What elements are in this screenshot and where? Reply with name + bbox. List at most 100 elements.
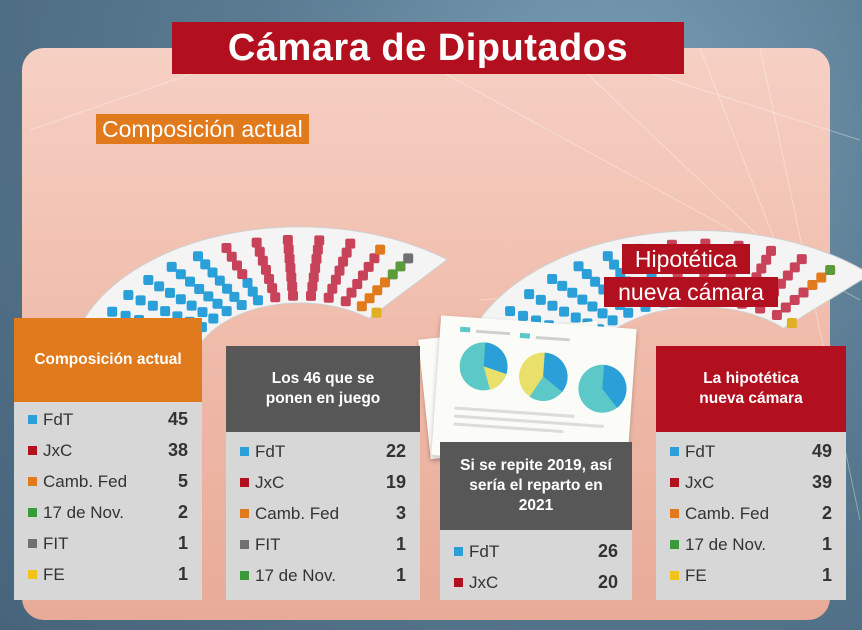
legend-swatch	[240, 571, 249, 580]
legend-swatch	[28, 570, 37, 579]
seat-count: 5	[177, 471, 188, 491]
current-chamber-seat	[341, 247, 352, 258]
seat-count: 1	[821, 534, 832, 554]
legend-swatch	[670, 571, 679, 580]
current-chamber-seat	[340, 296, 351, 307]
hypothetical-chamber-seat	[587, 301, 598, 312]
hypothetical-chamber-seat	[775, 278, 786, 289]
current-chamber-seat	[338, 256, 349, 267]
current-chamber-seat	[135, 295, 146, 306]
list-item: Camb. Fed 2	[656, 498, 846, 529]
current-chamber-seat	[260, 264, 271, 275]
card-rows: FdT 22 JxC 19 Camb. Fed 3 FIT 1 17 de Nov. 1	[226, 432, 420, 591]
current-chamber-seat	[160, 306, 171, 317]
seat-count: 2	[177, 502, 188, 522]
hypothetical-chamber-seat	[816, 272, 827, 283]
card-header: La hipotética nueva cámara	[656, 346, 846, 432]
card-title: Los 46 que se ponen en juego	[265, 370, 381, 407]
hypothetical-chamber-seat	[573, 261, 584, 272]
page-title: Cámara de Diputados	[172, 22, 684, 74]
party-label: FdT	[685, 441, 716, 461]
current-chamber-seat	[185, 276, 196, 287]
hypothetical-chamber-card: La hipotética nueva cámara FdT 49 JxC 39 C…	[656, 346, 846, 600]
current-chamber-seat	[334, 265, 345, 276]
party-label: 17 de Nov.	[685, 534, 766, 554]
current-chamber-seat	[310, 263, 321, 274]
list-item: FdT 22	[226, 436, 420, 467]
party-label: FdT	[43, 409, 74, 429]
list-item: FE 1	[14, 559, 202, 590]
current-chamber-seat	[264, 274, 275, 285]
list-item: 17 de Nov. 1	[226, 560, 420, 591]
hypothetical-label-line1: Hipotética	[622, 244, 750, 274]
current-chamber-seat	[375, 244, 386, 255]
current-composition-label: Composición actual	[96, 114, 309, 144]
current-chamber-seat	[107, 306, 118, 317]
current-chamber-seat	[207, 267, 218, 278]
current-chamber-seat	[143, 274, 154, 285]
list-item: FdT 26	[440, 536, 632, 567]
current-chamber-seat	[221, 243, 232, 254]
hypothetical-chamber-seat	[782, 270, 793, 281]
hypothetical-chamber-seat	[590, 276, 601, 287]
card-rows: FdT 26 JxC 20	[440, 530, 632, 598]
list-item: FdT 45	[14, 404, 202, 435]
legend-swatch	[240, 540, 249, 549]
current-chamber-seat	[369, 253, 380, 264]
hypothetical-chamber-seat	[766, 245, 777, 256]
current-chamber-seat	[247, 286, 258, 297]
card-title: La hipotética nueva cámara	[699, 370, 803, 407]
current-chamber-seat	[254, 246, 265, 257]
current-chamber-seat	[229, 291, 240, 302]
legend-swatch	[454, 547, 463, 556]
list-item: FdT 49	[656, 436, 846, 467]
current-chamber-seat	[236, 299, 247, 310]
legend-swatch	[28, 508, 37, 517]
current-chamber-seat	[200, 259, 211, 270]
party-label: Camb. Fed	[255, 503, 340, 523]
hypothetical-chamber-seat	[761, 254, 772, 265]
card-rows: FdT 49 JxC 39 Camb. Fed 2 17 de Nov. 1 FE 1	[656, 432, 846, 591]
hypothetical-chamber-seat	[796, 254, 807, 265]
seat-count: 38	[167, 440, 188, 460]
current-chamber-seat	[403, 253, 414, 264]
seats-at-stake-card: Los 46 que se ponen en juego FdT 22 JxC 19…	[226, 346, 420, 600]
current-chamber-seat	[352, 279, 363, 290]
current-chamber-seat	[285, 262, 296, 273]
list-item: JxC 19	[226, 467, 420, 498]
current-chamber-seat	[345, 238, 356, 249]
seat-count: 2	[821, 503, 832, 523]
list-item: FE 1	[656, 560, 846, 591]
current-chamber-seat	[288, 290, 299, 301]
legend-swatch	[240, 447, 249, 456]
list-item: JxC 39	[656, 467, 846, 498]
party-label: FIT	[255, 534, 281, 554]
current-chamber-seat	[257, 255, 268, 266]
current-chamber-seat	[226, 251, 237, 262]
current-chamber-seat	[203, 291, 214, 302]
seat-count: 20	[597, 572, 618, 592]
current-composition-card: Composición actual FdT 45 JxC 38 Camb. Fed…	[14, 318, 202, 600]
party-label: JxC	[255, 472, 285, 492]
seat-count: 19	[385, 472, 406, 492]
hypothetical-chamber-seat	[535, 294, 546, 305]
current-chamber-seat	[166, 261, 177, 272]
current-chamber-seat	[346, 287, 357, 298]
current-chamber-seat	[380, 277, 391, 288]
list-item: 17 de Nov. 2	[14, 497, 202, 528]
hypothetical-chamber-seat	[505, 306, 516, 317]
card-header: Si se repite 2019, así sería el reparto …	[440, 442, 632, 530]
card-header: Composición actual	[14, 318, 202, 402]
current-chamber-seat	[270, 292, 281, 303]
legend-swatch	[454, 578, 463, 587]
current-chamber-seat	[356, 301, 367, 312]
seat-count: 39	[811, 472, 832, 492]
hypothetical-chamber-seat	[825, 265, 836, 276]
hypothetical-chamber-seat	[567, 287, 578, 298]
current-chamber-seat	[175, 269, 186, 280]
legend-swatch	[670, 509, 679, 518]
seat-count: 1	[395, 534, 406, 554]
party-label: FE	[685, 565, 707, 585]
hypothetical-chamber-seat	[807, 280, 818, 291]
current-chamber-seat	[282, 235, 293, 246]
